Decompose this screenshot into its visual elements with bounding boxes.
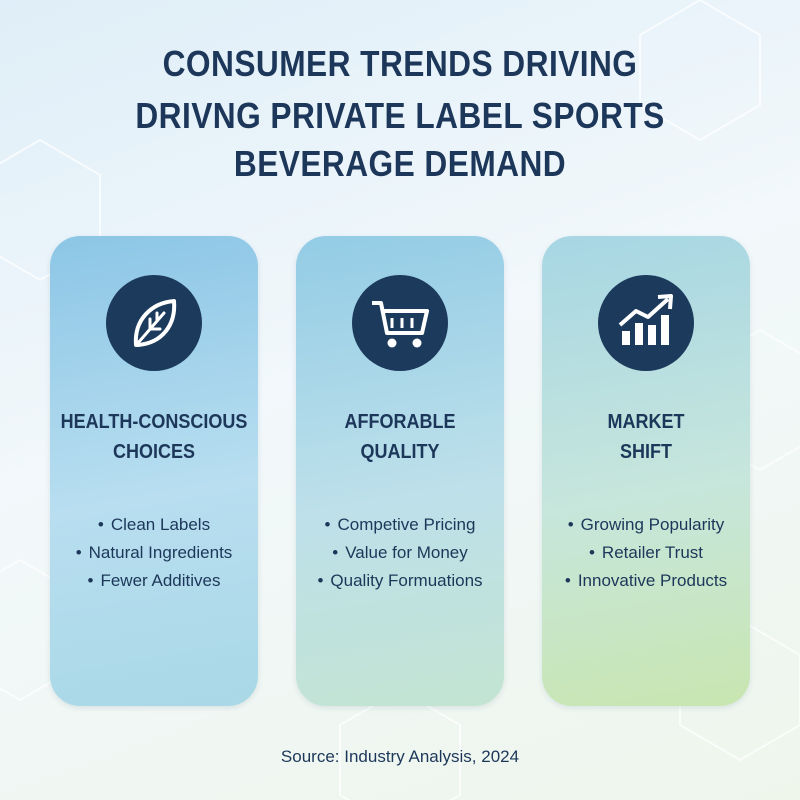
leaf-icon (106, 275, 202, 371)
card-heading: MARKET (607, 411, 685, 433)
bullet-item: Clean Labels (50, 515, 258, 543)
bullet-list: Clean LabelsNatural IngredientsFewer Add… (50, 515, 258, 599)
bullet-list: Growing PopularityRetailer TrustInnovati… (542, 515, 750, 599)
bullet-item: Natural Ingredients (50, 543, 258, 571)
bullet-item: Competive Pricing (296, 515, 504, 543)
bullet-list: Competive PricingValue for MoneyQuality … (296, 515, 504, 599)
card: MARKET SHIFT Growing PopularityRetailer Tr… (542, 236, 750, 706)
chart-icon (598, 275, 694, 371)
source-note: Source: Industry Analysis, 2024 (280, 747, 520, 766)
bullet-item: Value for Money (296, 543, 504, 571)
card-heading: QUALITY (360, 441, 440, 463)
cart-icon (352, 275, 448, 371)
bullet-item: Fewer Additives (50, 571, 258, 599)
title-line: BEVERAGE DEMAND (233, 143, 567, 184)
card-heading: AFFORABLE (344, 411, 456, 433)
title-line: CONSUMER TRENDS DRIVING (162, 43, 638, 84)
card-heading: CHOICES (112, 441, 196, 463)
bullet-item: Growing Popularity (542, 515, 750, 543)
bullet-item: Quality Formuations (296, 571, 504, 599)
bullet-item: Retailer Trust (542, 543, 750, 571)
card: HEALTH-CONSCIOUS CHOICES Clean LabelsNatur… (50, 236, 258, 706)
card: AFFORABLE QUALITY Competive PricingValue f… (296, 236, 504, 706)
bullet-item: Innovative Products (542, 571, 750, 599)
card-heading: SHIFT (619, 441, 673, 463)
card-heading: HEALTH-CONSCIOUS (60, 411, 248, 433)
title-line: DRIVNG PRIVATE LABEL SPORTS (135, 95, 665, 136)
